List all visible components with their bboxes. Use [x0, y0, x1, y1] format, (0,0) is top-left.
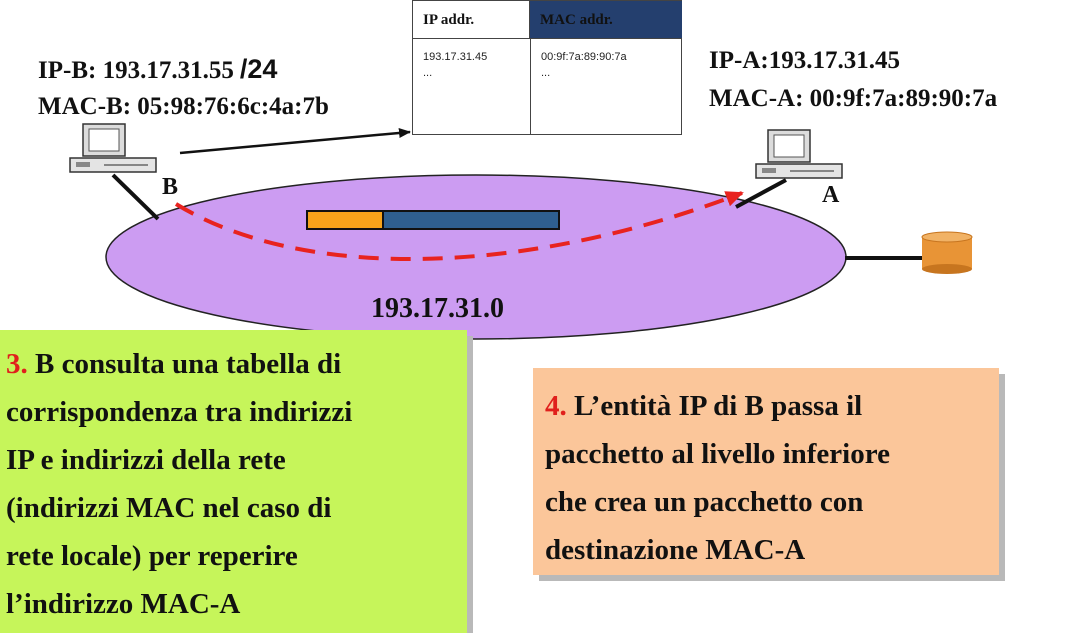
step3-line-3: IP e indirizzi della rete [6, 444, 286, 476]
step3-box: 3. B consulta una tabella di corrisponde… [0, 330, 467, 633]
host-a-mac: MAC-A: 00:9f:7a:89:90:7a [709, 85, 998, 112]
host-b-prefix: /24 [239, 54, 278, 84]
packet-path-arrow [174, 191, 744, 261]
network-address: 193.17.31.0 [371, 293, 504, 324]
arp-cell-ip-2: ... [423, 67, 433, 79]
lookup-arrow [179, 128, 411, 155]
host-b-computer-icon [69, 123, 157, 173]
step4-line-4: destinazione MAC-A [545, 534, 806, 566]
host-b-link [111, 173, 160, 221]
step4-line-1: 4. L’entità IP di B passa il [545, 382, 999, 430]
step3-line-4: (indirizzi MAC nel caso di [6, 492, 332, 524]
arp-cell-ip-1: 193.17.31.45 [423, 51, 488, 63]
arp-cell-mac-2: ... [541, 67, 551, 79]
step3-line-1-text: B consulta una tabella di [35, 348, 342, 380]
server-cylinder-icon [921, 231, 973, 274]
step4-line-3: che crea un pacchetto con [545, 486, 864, 518]
arp-cell-mac-1: 00:9f:7a:89:90:7a [541, 51, 627, 63]
step3-line-2: corrispondenza tra indirizzi [6, 396, 353, 428]
host-a-computer-icon [755, 129, 843, 179]
packet-icon [306, 210, 560, 230]
host-b-ip-text: IP-B: 193.17.31.55 [38, 57, 234, 84]
host-a-ip: IP-A:193.17.31.45 [709, 47, 900, 74]
step3-line-5: rete locale) per reperire [6, 540, 298, 572]
arp-column-divider [530, 39, 531, 134]
host-b-ip: IP-B: 193.17.31.55/24 [38, 50, 277, 90]
arp-header-mac: MAC addr. [530, 1, 682, 39]
arp-header-ip: IP addr. [413, 1, 530, 39]
host-a-node-label: A [822, 182, 840, 208]
step4-number: 4. [545, 390, 567, 422]
host-b-node-label: B [162, 174, 179, 200]
step3-line-1: 3. B consulta una tabella di [6, 340, 467, 388]
host-a-link [735, 178, 787, 209]
step4-line-1-text: L’entità IP di B passa il [574, 390, 863, 422]
step4-line-2: pacchetto al livello inferiore [545, 438, 890, 470]
step3-line-6: l’indirizzo MAC-A [6, 588, 241, 620]
host-b-mac: MAC-B: 05:98:76:6c:4a:7b [38, 93, 329, 120]
step3-number: 3. [6, 348, 28, 380]
step4-box: 4. L’entità IP di B passa il pacchetto a… [533, 368, 999, 575]
arp-table: IP addr. MAC addr. 193.17.31.45 00:9f:7a… [412, 0, 682, 135]
